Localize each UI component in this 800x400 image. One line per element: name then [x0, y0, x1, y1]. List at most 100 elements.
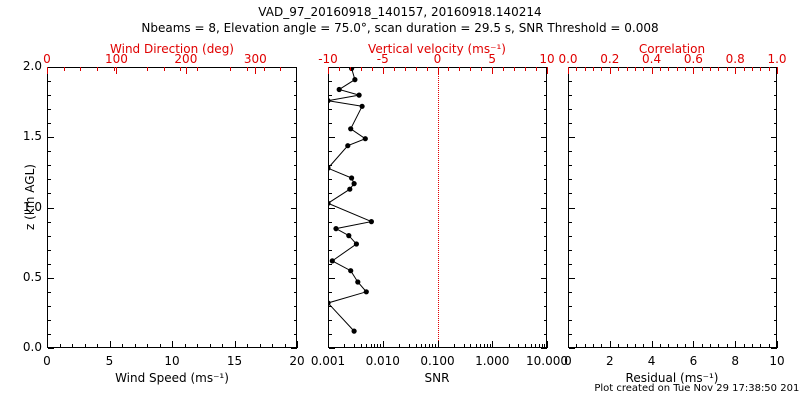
y-tick-mark — [294, 95, 297, 97]
y-tick-mark — [291, 207, 297, 209]
snr-data-point — [356, 92, 362, 98]
y-tick-mark — [544, 291, 547, 293]
top-x-tick-label: 0.8 — [725, 52, 745, 66]
top-x-minor-tick — [459, 67, 461, 71]
y-tick-mark — [294, 235, 297, 237]
x-tick-label: 20 — [289, 354, 305, 368]
x-tick-label: 0.001 — [310, 354, 346, 368]
y-tick-mark — [48, 291, 51, 293]
top-x-tick-label: -10 — [318, 52, 338, 66]
top-x-tick-mark — [47, 67, 48, 74]
snr-data-point — [349, 175, 355, 181]
top-x-tick-mark — [437, 67, 439, 74]
x-tick-mark — [297, 341, 298, 348]
x-tick-mark — [382, 341, 384, 348]
y-tick-mark — [774, 123, 777, 125]
top-x-minor-tick — [659, 67, 661, 71]
y-tick-mark — [294, 151, 297, 153]
y-tick-mark — [329, 109, 332, 111]
x-minor-tick — [134, 344, 136, 348]
x-minor-tick — [486, 344, 488, 348]
y-tick-mark — [774, 319, 777, 321]
x-tick-mark — [547, 341, 548, 348]
x-minor-tick — [544, 344, 546, 348]
y-tick-mark — [294, 263, 297, 265]
top-x-tick-label: 10 — [539, 52, 555, 66]
y-tick-mark — [541, 207, 547, 209]
panel-residual-bottom-axis-label: Residual (ms⁻¹) — [625, 371, 719, 385]
y-tick-mark — [569, 348, 575, 349]
top-x-minor-tick — [80, 67, 82, 71]
y-tick-mark — [544, 95, 547, 97]
snr-data-point — [345, 143, 351, 149]
y-tick-mark — [329, 81, 332, 83]
y-tick-mark — [48, 109, 51, 111]
top-x-minor-tick — [525, 67, 527, 71]
x-tick-label: 2 — [605, 354, 614, 368]
snr-data-point — [368, 219, 374, 225]
y-tick-mark — [569, 333, 572, 335]
snr-data-canvas — [329, 68, 374, 334]
y-tick-mark — [329, 123, 332, 125]
snr-data-point — [329, 300, 331, 306]
top-x-minor-tick — [470, 67, 472, 71]
top-x-tick-label: 200 — [174, 52, 198, 66]
x-minor-tick — [710, 344, 712, 348]
y-tick-mark — [774, 81, 777, 83]
y-tick-mark — [569, 137, 575, 139]
y-tick-mark — [774, 109, 777, 111]
y-tick-mark — [569, 249, 572, 251]
y-tick-mark — [291, 277, 297, 279]
x-minor-tick — [676, 344, 678, 348]
x-minor-tick — [480, 344, 482, 348]
top-x-minor-tick — [113, 67, 115, 71]
x-minor-tick — [470, 344, 472, 348]
top-x-minor-tick — [360, 67, 362, 71]
x-minor-tick — [429, 344, 431, 348]
top-x-minor-tick — [618, 67, 620, 71]
x-minor-tick — [184, 344, 186, 348]
y-tick-mark — [771, 137, 777, 139]
y-tick-mark — [541, 277, 547, 279]
x-tick-mark — [777, 341, 778, 348]
y-tick-mark — [329, 263, 332, 265]
y-tick-mark — [569, 165, 572, 167]
wind-data-canvas — [48, 68, 296, 347]
top-x-tick-label: 0 — [43, 52, 51, 66]
top-x-minor-tick — [668, 67, 670, 71]
top-x-minor-tick — [768, 67, 770, 71]
snr-data-point — [333, 226, 339, 232]
snr-data-point — [348, 126, 354, 132]
x-tick-label: 0.100 — [420, 354, 455, 368]
y-tick-mark — [48, 348, 54, 349]
top-x-minor-tick — [751, 67, 753, 71]
snr-data-point — [352, 77, 358, 83]
y-tick-label: 1.5 — [22, 129, 42, 144]
y-tick-mark — [48, 137, 54, 139]
x-minor-tick — [525, 344, 527, 348]
snr-threshold-line — [437, 68, 439, 347]
top-x-minor-tick — [726, 67, 728, 71]
y-tick-mark — [329, 207, 335, 209]
top-x-minor-tick — [626, 67, 628, 71]
y-tick-mark — [774, 193, 777, 195]
x-minor-tick — [475, 344, 477, 348]
x-tick-mark — [234, 341, 236, 348]
y-tick-mark — [294, 81, 297, 83]
x-minor-tick — [84, 344, 86, 348]
y-tick-mark — [771, 348, 777, 349]
x-tick-label: 10.000 — [526, 354, 568, 368]
x-minor-tick — [415, 344, 417, 348]
x-minor-tick — [483, 344, 485, 348]
x-minor-tick — [626, 344, 628, 348]
x-tick-label: 5 — [105, 354, 114, 368]
top-x-minor-tick — [481, 67, 483, 71]
y-tick-mark — [569, 235, 572, 237]
x-tick-label: 10 — [164, 354, 180, 368]
x-tick-label: 15 — [226, 354, 243, 368]
y-tick-mark — [569, 67, 575, 68]
snr-data-point — [359, 103, 365, 109]
y-tick-mark — [294, 109, 297, 111]
y-tick-mark — [329, 291, 332, 293]
y-tick-label: 2.0 — [22, 59, 42, 73]
